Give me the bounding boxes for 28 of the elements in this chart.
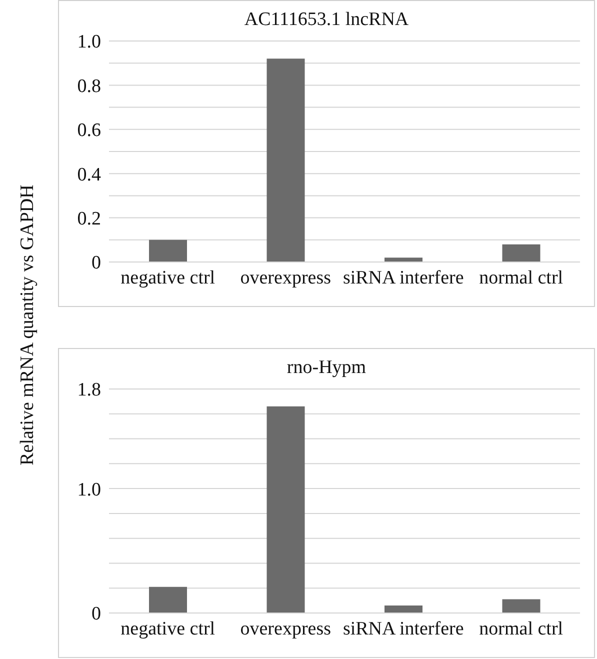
y-axis-title: Relative mRNA quantity vs GAPDH [17,184,39,466]
bar [502,244,540,262]
x-tick-label: negative ctrl [120,267,216,288]
x-tick-label: negative ctrl [120,618,216,640]
y-tick-label: 0.6 [77,120,101,142]
bar [149,240,187,262]
y-tick-label: 1.0 [77,32,101,53]
x-tick-label: overexpress [240,618,331,640]
x-tick-label: normal ctrl [479,618,564,640]
y-tick-label: 0 [92,252,101,274]
x-tick-label: overexpress [240,267,331,288]
chart-title: AC111653.1 lncRNA [243,9,410,31]
bar [266,406,305,613]
y-tick-label: 1.0 [77,479,101,500]
bar [149,586,187,613]
x-tick-label: siRNA interfere [342,267,464,288]
bar [502,599,540,613]
y-tick-label: 0.4 [77,164,102,186]
bar [384,258,422,262]
y-tick-label: 0.2 [77,208,101,230]
y-tick-label: 0.8 [77,76,101,97]
y-tick-label: 1.8 [77,380,101,401]
chart-title: rno-Hypm [286,357,368,379]
x-tick-label: normal ctrl [479,267,564,288]
bar [384,606,422,613]
bar [266,58,305,262]
x-tick-label: siRNA interfere [342,618,464,640]
y-tick-label: 0 [92,604,101,625]
